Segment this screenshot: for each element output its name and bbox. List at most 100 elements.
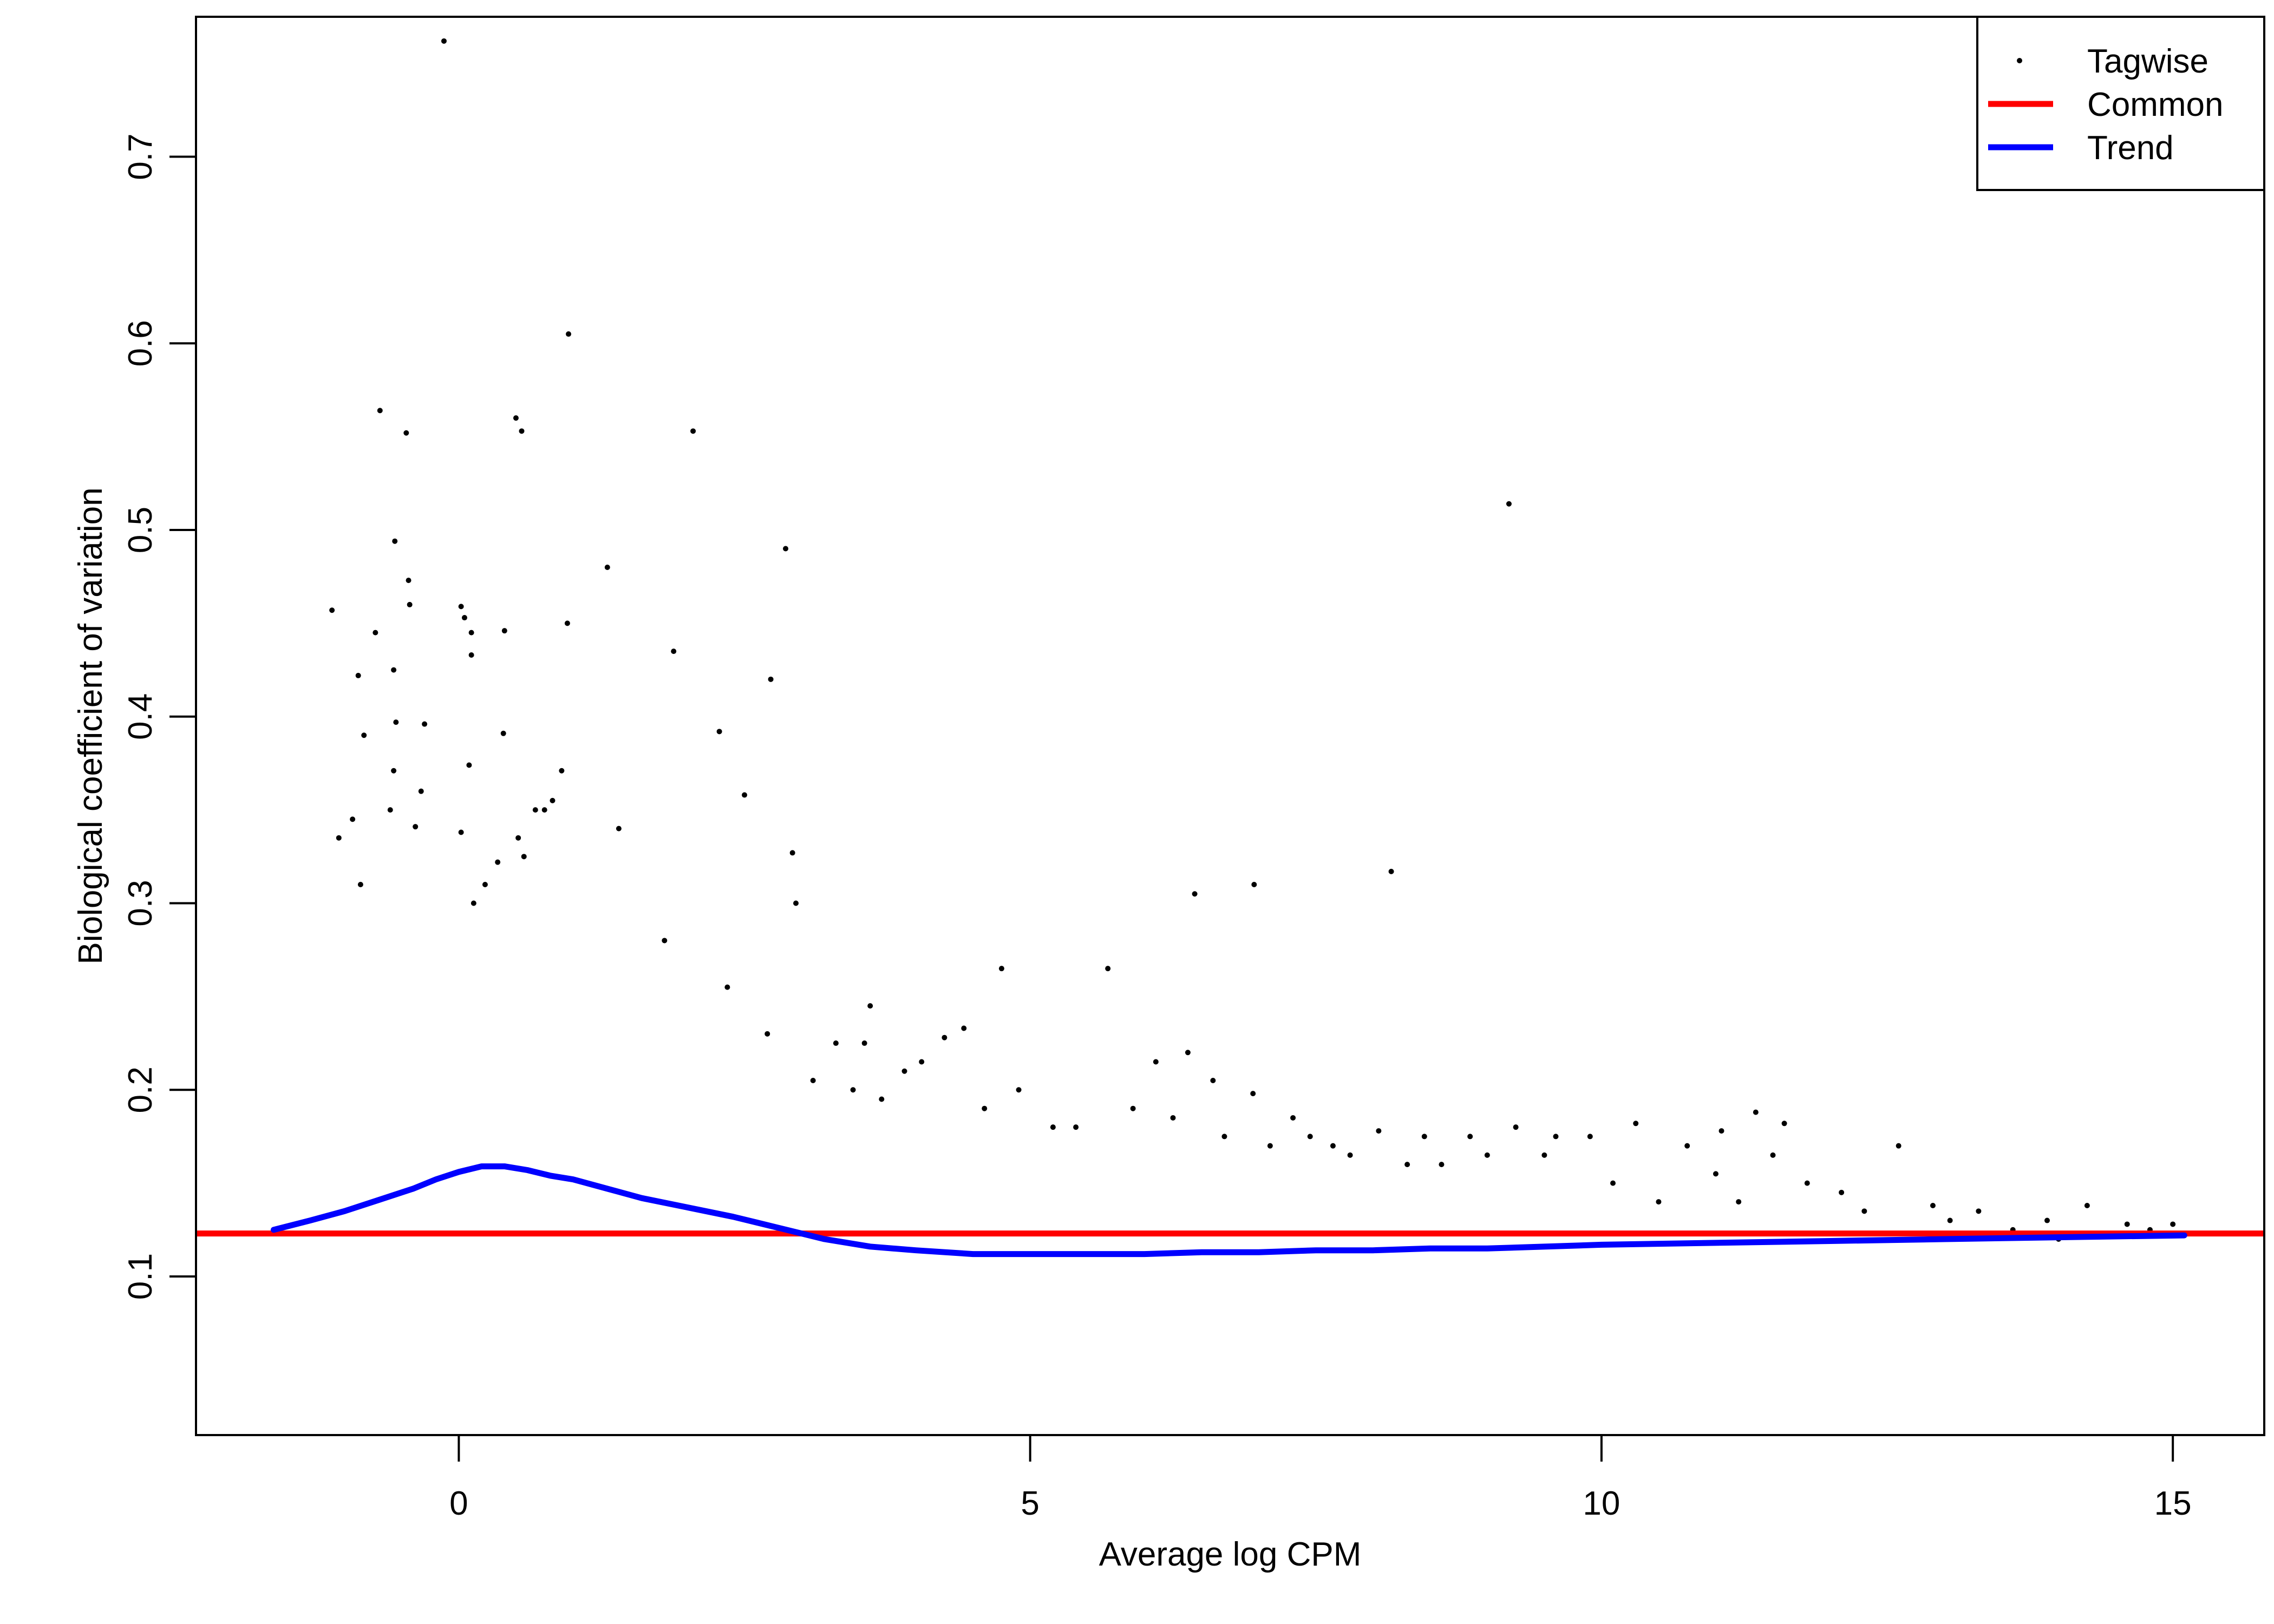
tagwise-point — [513, 415, 519, 421]
legend-trend-label: Trend — [2087, 129, 2174, 167]
tagwise-point — [458, 604, 464, 610]
tagwise-point — [1513, 1124, 1519, 1130]
tagwise-point — [2170, 1221, 2176, 1227]
dispersion-lines — [196, 1163, 2264, 1258]
tagwise-point — [566, 331, 572, 337]
tagwise-point — [1250, 1091, 1256, 1097]
tagwise-point — [1861, 1208, 1867, 1214]
tagwise-point — [768, 676, 774, 682]
tagwise-point — [961, 1025, 967, 1031]
tagwise-point — [1307, 1134, 1313, 1140]
tagwise-point — [742, 792, 748, 798]
tagwise-point — [919, 1059, 925, 1065]
tagwise-point — [1610, 1180, 1616, 1186]
tagwise-point — [604, 564, 610, 570]
tagwise-point — [1781, 1121, 1787, 1127]
tagwise-point — [500, 730, 506, 736]
x-axis-title: Average log CPM — [1099, 1536, 1362, 1573]
tagwise-point — [879, 1096, 885, 1102]
y-axis-title: Biological coefficient of variation — [72, 487, 109, 964]
tagwise-point — [1267, 1143, 1273, 1149]
legend-tagwise-marker — [2017, 58, 2022, 63]
tagwise-point — [942, 1034, 948, 1040]
tagwise-point — [1541, 1152, 1547, 1158]
tagwise-point — [1185, 1050, 1191, 1056]
tagwise-point — [361, 732, 367, 738]
tagwise-point — [1896, 1143, 1901, 1149]
tagwise-point — [392, 538, 398, 544]
tagwise-point — [482, 882, 488, 888]
tagwise-point — [1656, 1199, 1662, 1205]
tagwise-point — [468, 652, 474, 658]
tagwise-point — [1484, 1152, 1490, 1158]
tagwise-point — [850, 1087, 856, 1093]
tagwise-point — [495, 859, 501, 865]
tagwise-point — [1467, 1134, 1473, 1140]
tagwise-point — [407, 601, 413, 607]
y-tick-label: 0.4 — [122, 693, 159, 740]
tagwise-point — [406, 578, 411, 584]
tagwise-point — [422, 721, 428, 727]
x-tick-label: 15 — [2154, 1485, 2192, 1522]
tagwise-point — [1421, 1134, 1427, 1140]
x-tick-label: 10 — [1583, 1485, 1620, 1522]
tagwise-point — [861, 1040, 867, 1046]
tagwise-point — [441, 38, 447, 44]
tagwise-point — [793, 900, 799, 906]
y-tick-label: 0.6 — [122, 320, 159, 366]
tagwise-point — [783, 546, 789, 552]
tagwise-point — [662, 938, 668, 944]
tagwise-point — [1130, 1105, 1136, 1111]
y-tick-label: 0.3 — [122, 880, 159, 926]
tagwise-point — [1930, 1202, 1936, 1208]
trend-dispersion-line — [271, 1163, 2187, 1258]
tagwise-point — [1221, 1134, 1227, 1140]
tagwise-point — [521, 854, 527, 860]
tagwise-point — [1016, 1087, 1022, 1093]
tagwise-point — [1804, 1180, 1810, 1186]
tagwise-point — [1073, 1124, 1079, 1130]
tagwise-point — [1736, 1199, 1742, 1205]
y-tick-label: 0.5 — [122, 507, 159, 553]
tagwise-point — [1718, 1128, 1724, 1134]
tagwise-point — [1976, 1208, 1982, 1214]
tagwise-point — [336, 835, 342, 841]
tagwise-point — [1553, 1134, 1559, 1140]
tagwise-point — [1633, 1121, 1639, 1127]
y-tick-label: 0.7 — [122, 133, 159, 180]
y-tick-label: 0.2 — [122, 1066, 159, 1113]
tagwise-point — [1753, 1109, 1759, 1115]
tagwise-point — [1192, 891, 1198, 897]
tagwise-point — [1210, 1078, 1216, 1083]
tagwise-point — [867, 1003, 873, 1009]
tagwise-point — [1506, 501, 1512, 507]
tagwise-point — [1839, 1189, 1845, 1195]
tagwise-point — [1947, 1217, 1953, 1223]
tagwise-point — [982, 1105, 988, 1111]
tagwise-points — [329, 38, 2176, 1242]
tagwise-point — [1439, 1162, 1445, 1168]
tagwise-point — [403, 430, 409, 436]
tagwise-point — [1404, 1162, 1410, 1168]
tagwise-point — [998, 966, 1004, 972]
tagwise-point — [1770, 1152, 1776, 1158]
tagwise-point — [716, 729, 722, 735]
tagwise-point — [1376, 1128, 1382, 1134]
tagwise-point — [515, 835, 521, 841]
tagwise-point — [391, 667, 397, 673]
legend: Tagwise Common Trend — [1976, 16, 2265, 191]
tagwise-point — [501, 628, 507, 634]
x-tick-label: 5 — [1021, 1485, 1039, 1522]
tagwise-point — [1153, 1059, 1159, 1065]
tagwise-point — [1713, 1171, 1718, 1177]
tagwise-point — [671, 649, 677, 654]
tagwise-point — [810, 1078, 816, 1083]
tagwise-point — [616, 826, 622, 831]
tagwise-point — [724, 984, 730, 990]
tagwise-point — [564, 620, 570, 626]
tagwise-point — [387, 807, 393, 813]
tagwise-point — [355, 672, 361, 678]
tagwise-point — [1388, 868, 1394, 874]
